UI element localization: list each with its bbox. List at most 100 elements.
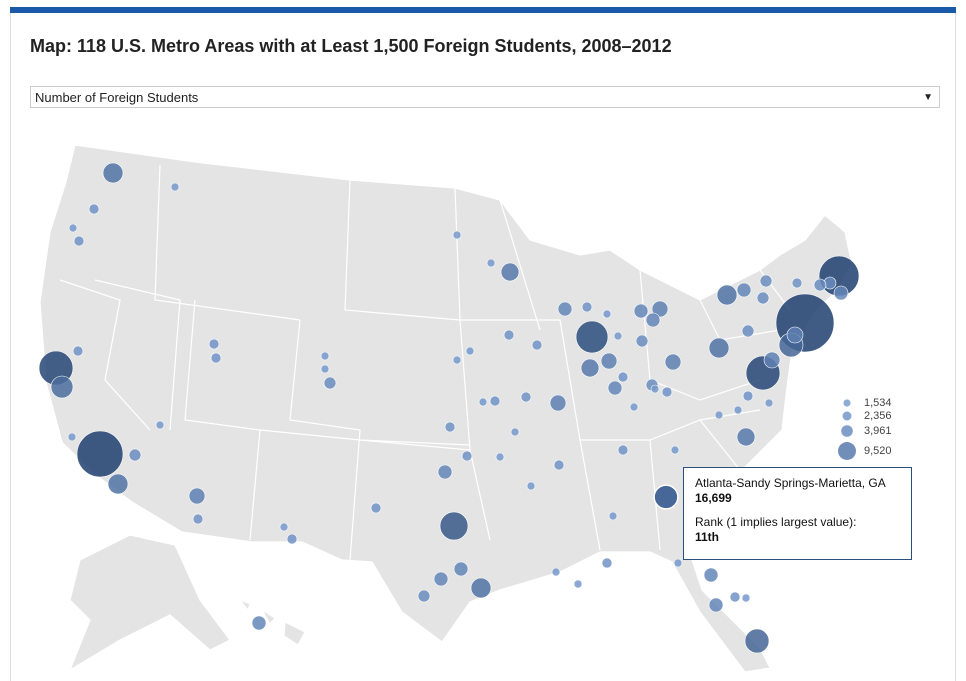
- metro-bubble: [478, 397, 488, 407]
- metro-bubble: [50, 375, 74, 399]
- us-mainland: [39, 144, 853, 673]
- metro-bubble: [601, 557, 613, 569]
- metro-bubble: [526, 481, 536, 491]
- metro-bubble: [76, 430, 124, 478]
- metro-bubble: [417, 589, 431, 603]
- dropdown-arrow[interactable]: ▼: [923, 92, 933, 103]
- hawaii: [238, 598, 306, 646]
- metro-bubble: [107, 473, 129, 495]
- selected-bubble: [653, 484, 679, 510]
- metro-bubble: [714, 410, 724, 420]
- metro-bubble: [489, 395, 501, 407]
- metro-bubble: [557, 301, 573, 317]
- metro-bubble: [763, 351, 781, 369]
- metro-bubble: [208, 338, 220, 350]
- metro-bubble: [251, 615, 267, 631]
- metro-bubble: [520, 391, 532, 403]
- metro-bubble: [370, 502, 382, 514]
- metro-bubble: [742, 390, 754, 402]
- metro-bubble: [733, 405, 743, 415]
- metro-bubble: [759, 274, 773, 288]
- metro-bubble: [744, 628, 770, 654]
- tooltip-rank: 11th: [695, 530, 720, 544]
- metro-bubble: [210, 352, 222, 364]
- legend-bubble: [842, 411, 852, 421]
- metro-bubble: [320, 364, 330, 374]
- bubbles: [38, 162, 860, 654]
- metro-bubble: [664, 353, 682, 371]
- legend-label: 2,356: [864, 410, 892, 422]
- metro-bubble: [575, 320, 609, 354]
- metro-bubble: [553, 459, 565, 471]
- tooltip-name: Atlanta-Sandy Springs-Marietta, GA: [695, 476, 886, 490]
- metro-bubble: [500, 262, 520, 282]
- metro-bubble: [495, 452, 505, 462]
- metro-bubble: [600, 352, 618, 370]
- metro-bubble: [452, 230, 462, 240]
- metro-bubble: [716, 284, 738, 306]
- metro-bubble: [673, 558, 683, 568]
- metro-bubble: [68, 223, 78, 233]
- metro-bubble: [729, 591, 741, 603]
- legend-label: 1,534: [864, 397, 892, 409]
- metro-bubble: [670, 445, 680, 455]
- legend-label: 9,520: [864, 445, 892, 457]
- metro-bubble: [635, 334, 649, 348]
- metro-bubble: [102, 162, 124, 184]
- metro-bubble: [607, 380, 623, 396]
- metro-bubble: [465, 346, 475, 356]
- metro-bubble: [192, 513, 204, 525]
- metro-bubble: [617, 444, 629, 456]
- metro-bubble: [736, 427, 756, 447]
- metro-bubble: [452, 355, 462, 365]
- metro-bubble: [170, 182, 180, 192]
- metro-bubble: [128, 448, 142, 462]
- metro-bubble: [531, 339, 543, 351]
- frame: [10, 13, 956, 681]
- metro-bubble: [188, 487, 206, 505]
- metro-bubble: [741, 593, 751, 603]
- metro-bubble: [437, 464, 453, 480]
- metro-bubble: [573, 579, 583, 589]
- metro-bubble: [645, 312, 661, 328]
- metro-bubble: [661, 386, 673, 398]
- metro-bubble: [608, 511, 618, 521]
- basemap: [39, 144, 853, 673]
- metro-bubble: [510, 427, 520, 437]
- metro-bubble: [461, 450, 473, 462]
- metro-bubble: [764, 398, 774, 408]
- metro-bubble: [433, 571, 449, 587]
- metro-bubble: [633, 303, 649, 319]
- metro-bubble: [708, 337, 730, 359]
- metro-bubble: [444, 421, 456, 433]
- legend-bubble: [838, 442, 856, 460]
- metro-bubble: [651, 300, 669, 318]
- metro-bubble: [613, 331, 623, 341]
- metro-bubble: [72, 345, 84, 357]
- tooltip-value: 16,699: [695, 491, 732, 505]
- tooltip: Atlanta-Sandy Springs-Marietta, GA 16,69…: [683, 467, 912, 560]
- metro-bubble: [67, 432, 77, 442]
- metro-bubble: [786, 326, 804, 344]
- title: Map: 118 U.S. Metro Areas with at Least …: [30, 36, 672, 56]
- alaska: [68, 534, 231, 672]
- metro-bubble: [736, 282, 752, 298]
- legend-bubble: [841, 425, 853, 437]
- metro-bubble: [581, 301, 593, 313]
- top-bar: [10, 7, 956, 13]
- metro-bubble: [486, 258, 496, 268]
- metro-bubble: [703, 567, 719, 583]
- metro-bubble: [286, 533, 298, 545]
- metro-bubble: [756, 291, 770, 305]
- metro-bubble: [279, 522, 289, 532]
- metro-bubble: [155, 420, 165, 430]
- metro-bubble: [741, 324, 755, 338]
- metro-bubble: [323, 376, 337, 390]
- metro-bubble: [453, 561, 469, 577]
- dropdown[interactable]: Number of Foreign Students ▼: [30, 86, 940, 108]
- tooltip-rank-label: Rank (1 implies largest value):: [695, 515, 857, 529]
- metro-bubble: [617, 371, 629, 383]
